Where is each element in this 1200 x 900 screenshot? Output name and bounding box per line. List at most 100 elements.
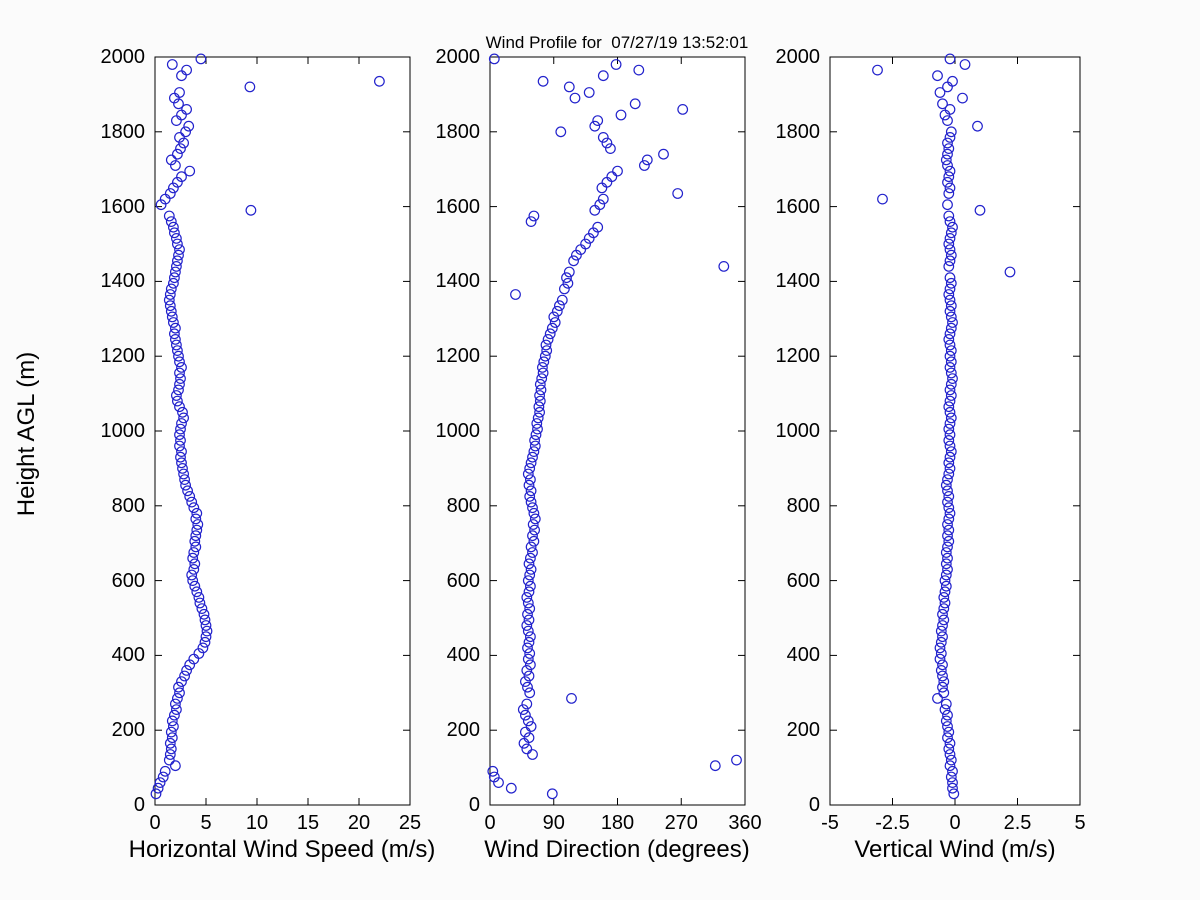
data-point-marker [175, 435, 186, 446]
data-point-marker [943, 143, 955, 155]
data-point-marker [944, 507, 956, 519]
data-point-marker [171, 345, 183, 357]
data-point-marker [534, 406, 545, 418]
data-point-marker [942, 496, 953, 508]
data-point-marker [165, 154, 177, 166]
data-point-marker [945, 378, 957, 390]
data-point-marker [932, 70, 943, 82]
data-point-marker [152, 782, 164, 794]
data-point-marker [525, 721, 537, 732]
data-point-marker [165, 216, 177, 228]
data-point-marker [523, 586, 535, 598]
data-point-marker [939, 704, 951, 715]
data-point-marker [179, 670, 191, 682]
data-point-marker [175, 143, 186, 155]
data-point-marker [191, 507, 203, 519]
data-point-marker [944, 406, 956, 418]
data-point-marker [942, 530, 953, 542]
data-point-marker [167, 721, 179, 732]
data-point-marker [942, 137, 953, 149]
data-point-marker [169, 266, 181, 278]
data-point-marker [167, 317, 179, 328]
data-point-marker [187, 575, 199, 586]
data-point-marker [942, 519, 953, 530]
data-point-marker [180, 126, 192, 138]
data-point-marker [934, 653, 946, 665]
data-point-marker [176, 446, 187, 458]
data-point-marker [944, 760, 956, 772]
data-point-marker [534, 390, 545, 401]
data-point-marker [945, 249, 957, 261]
data-point-marker [532, 412, 544, 424]
data-point-marker [538, 356, 550, 368]
data-point-marker [176, 362, 187, 373]
data-point-marker [551, 305, 563, 317]
data-point-marker [522, 625, 534, 637]
data-point-marker [169, 698, 181, 710]
data-point-marker [945, 754, 957, 766]
data-point-marker [177, 463, 188, 474]
data-point-marker [166, 59, 178, 70]
data-point-marker [939, 575, 951, 586]
data-point-marker [932, 693, 943, 704]
data-point-marker [522, 642, 533, 654]
data-point-marker [937, 659, 948, 671]
data-point-marker [488, 53, 500, 65]
data-point-marker [166, 732, 178, 744]
data-point-marker [171, 176, 183, 188]
data-point-marker [189, 535, 201, 547]
data-point-marker [532, 423, 543, 435]
data-point-marker [944, 395, 956, 407]
data-point-marker [940, 569, 952, 581]
data-point-marker [177, 406, 188, 418]
data-point-marker [957, 92, 968, 104]
data-point-marker [169, 334, 181, 345]
data-point-marker [154, 777, 166, 788]
data-point-marker [937, 620, 948, 631]
data-point-marker [943, 513, 955, 525]
data-point-marker [947, 75, 958, 87]
data-point-marker [938, 676, 950, 687]
data-point-marker [554, 300, 565, 312]
data-point-marker [528, 446, 540, 458]
y-tick-label: 0 [808, 794, 820, 816]
data-point-marker [164, 289, 176, 300]
data-point-marker [194, 597, 206, 609]
data-point-marker [549, 317, 561, 328]
data-point-marker [159, 765, 171, 777]
data-point-marker [527, 519, 539, 530]
y-tick-label: 1800 [435, 120, 481, 143]
data-point-marker [197, 642, 209, 654]
data-point-marker [606, 171, 618, 183]
data-point-marker [947, 782, 958, 794]
data-point-marker [164, 300, 176, 312]
data-point-marker [537, 367, 549, 379]
data-point-marker [947, 765, 958, 777]
data-point-marker [181, 665, 193, 676]
data-point-marker [150, 788, 162, 800]
data-point-marker [190, 530, 202, 542]
data-point-marker [521, 620, 533, 631]
data-point-marker [942, 115, 953, 126]
data-point-marker [176, 457, 187, 469]
data-point-marker [488, 771, 500, 783]
x-tick-label: 10 [245, 812, 269, 834]
data-point-marker [520, 676, 531, 687]
x-tick-label: 0 [949, 812, 961, 834]
data-point-marker [534, 378, 546, 390]
data-point-marker [937, 98, 948, 110]
data-point-marker [174, 440, 185, 452]
data-point-marker [522, 715, 534, 727]
data-point-marker [568, 255, 579, 267]
x-tick-label: 2.5 [1003, 812, 1032, 834]
data-point-marker [944, 305, 956, 317]
data-point-marker [935, 648, 947, 659]
data-point-marker [523, 670, 535, 682]
y-tick-label: 0 [468, 794, 480, 816]
data-point-marker [940, 479, 952, 491]
data-point-marker [943, 334, 955, 345]
data-point-marker [940, 715, 952, 727]
data-point-marker [555, 126, 567, 138]
data-point-marker [169, 322, 181, 334]
data-point-marker [174, 687, 185, 699]
